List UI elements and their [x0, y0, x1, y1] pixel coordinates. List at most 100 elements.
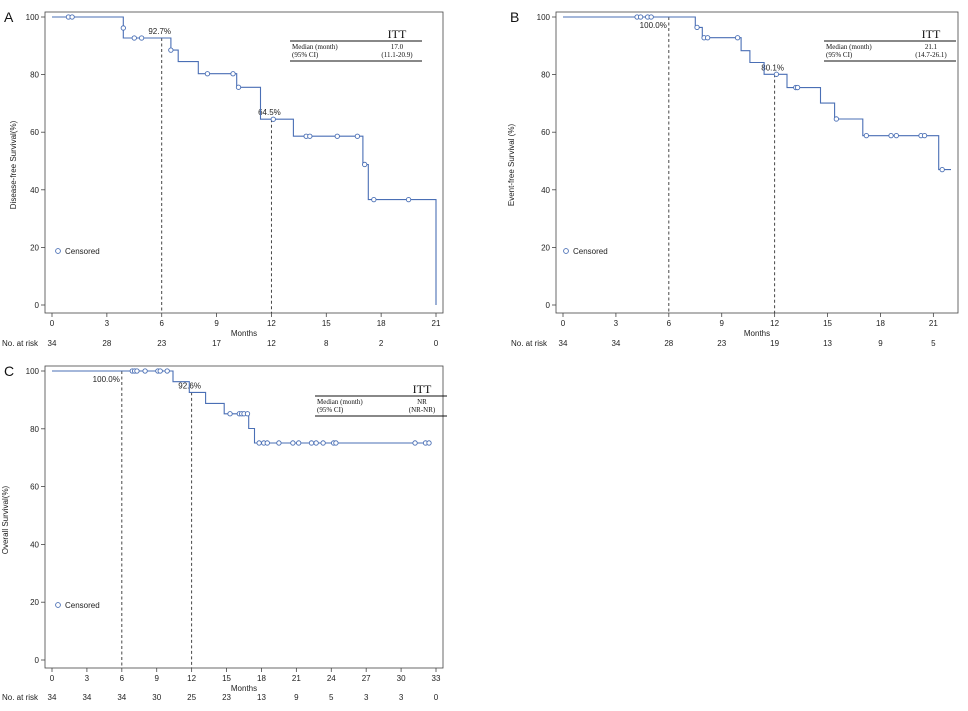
itt-median-label: Median (month) [292, 43, 338, 51]
at-risk-count: 9 [878, 339, 883, 348]
censored-marker [888, 133, 894, 139]
censored-marker [131, 35, 137, 41]
at-risk-count: 3 [399, 693, 404, 702]
censored-marker [307, 133, 313, 139]
x-tick-label: 33 [432, 674, 441, 683]
x-axis-title: Months [744, 329, 770, 338]
censored-marker [412, 440, 418, 446]
at-risk-count: 13 [257, 693, 266, 702]
itt-median-label: Median (month) [826, 43, 872, 51]
itt-ci-value: (14.7-26.1) [915, 51, 947, 59]
panel-letter: B [510, 9, 519, 25]
at-risk-count: 19 [770, 339, 779, 348]
censored-marker [157, 368, 163, 374]
y-tick-label: 100 [537, 13, 551, 22]
censored-marker [734, 35, 741, 41]
x-tick-label: 15 [322, 319, 331, 328]
censored-marker [290, 440, 296, 446]
at-risk-count: 0 [434, 339, 439, 348]
legend-censored-label: Censored [65, 247, 100, 256]
x-tick-label: 18 [257, 674, 266, 683]
at-risk-count: 23 [222, 693, 231, 702]
censored-marker [168, 47, 174, 53]
censored-marker [863, 133, 869, 139]
censored-marker [704, 35, 711, 41]
censored-marker [637, 14, 644, 20]
survival-curve [563, 16, 951, 171]
at-risk-count: 23 [717, 339, 726, 348]
itt-median-value: 17.0 [391, 43, 404, 51]
plot-frame [555, 11, 959, 314]
y-tick-label: 40 [541, 186, 550, 195]
legend-censored-label: Censored [573, 247, 608, 256]
censored-marker [227, 411, 233, 417]
censored-marker [313, 440, 319, 446]
at-risk-label: No. at risk [2, 339, 39, 348]
x-tick-label: 12 [267, 319, 276, 328]
at-risk-count: 34 [559, 339, 568, 348]
at-risk-count: 23 [157, 339, 166, 348]
y-tick-label: 100 [26, 13, 40, 22]
x-tick-label: 21 [292, 674, 301, 683]
at-risk-count: 30 [152, 693, 161, 702]
y-tick-label: 80 [541, 71, 550, 80]
censored-marker [334, 133, 340, 139]
censored-marker [333, 440, 339, 446]
y-tick-label: 60 [30, 483, 39, 492]
censored-marker [204, 71, 211, 77]
censored-marker [694, 24, 700, 31]
x-tick-label: 27 [362, 674, 371, 683]
censored-marker [164, 368, 170, 374]
y-tick-label: 80 [30, 71, 39, 80]
at-risk-count: 34 [117, 693, 126, 702]
at-risk-count: 12 [267, 339, 276, 348]
censored-marker [134, 368, 140, 374]
y-axis-title: Overall Survival(%) [1, 485, 10, 554]
at-risk-count: 17 [212, 339, 221, 348]
legend-censored-symbol [55, 602, 61, 608]
censored-marker [256, 440, 262, 446]
censored-marker [142, 368, 148, 374]
censored-marker [794, 84, 801, 91]
censored-marker [405, 196, 412, 203]
x-tick-label: 6 [667, 319, 672, 328]
itt-ci-value: (11.1-20.9) [381, 51, 413, 59]
censored-marker [833, 116, 840, 122]
y-tick-label: 20 [30, 598, 39, 607]
x-tick-label: 0 [561, 319, 566, 328]
x-tick-label: 21 [929, 319, 938, 328]
y-tick-label: 0 [546, 301, 551, 310]
x-tick-label: 6 [159, 319, 164, 328]
y-tick-label: 20 [541, 243, 550, 252]
y-tick-label: 40 [30, 186, 39, 195]
reference-label: 80.1% [761, 63, 784, 72]
at-risk-count: 2 [379, 339, 384, 348]
x-tick-label: 3 [85, 674, 90, 683]
censored-marker [921, 133, 928, 139]
censored-marker [648, 14, 654, 20]
y-tick-label: 60 [30, 128, 39, 137]
itt-ci-label: (95% CI) [826, 51, 853, 59]
censored-marker [362, 161, 368, 168]
itt-ci-value: (NR-NR) [409, 406, 436, 414]
censored-marker [244, 411, 251, 417]
itt-title: ITT [922, 27, 941, 41]
survival-curve [52, 16, 437, 305]
x-tick-label: 9 [155, 674, 160, 683]
censored-marker [120, 25, 126, 31]
x-tick-label: 9 [720, 319, 725, 328]
censored-marker [69, 14, 75, 20]
x-tick-label: 18 [377, 319, 386, 328]
y-tick-label: 20 [30, 243, 39, 252]
x-tick-label: 0 [50, 319, 55, 328]
x-tick-label: 21 [432, 319, 441, 328]
at-risk-count: 5 [329, 693, 334, 702]
censored-marker [270, 116, 276, 122]
itt-title: ITT [388, 27, 407, 41]
censored-marker [276, 440, 282, 446]
plot-frame [44, 11, 444, 314]
at-risk-count: 0 [434, 693, 439, 702]
